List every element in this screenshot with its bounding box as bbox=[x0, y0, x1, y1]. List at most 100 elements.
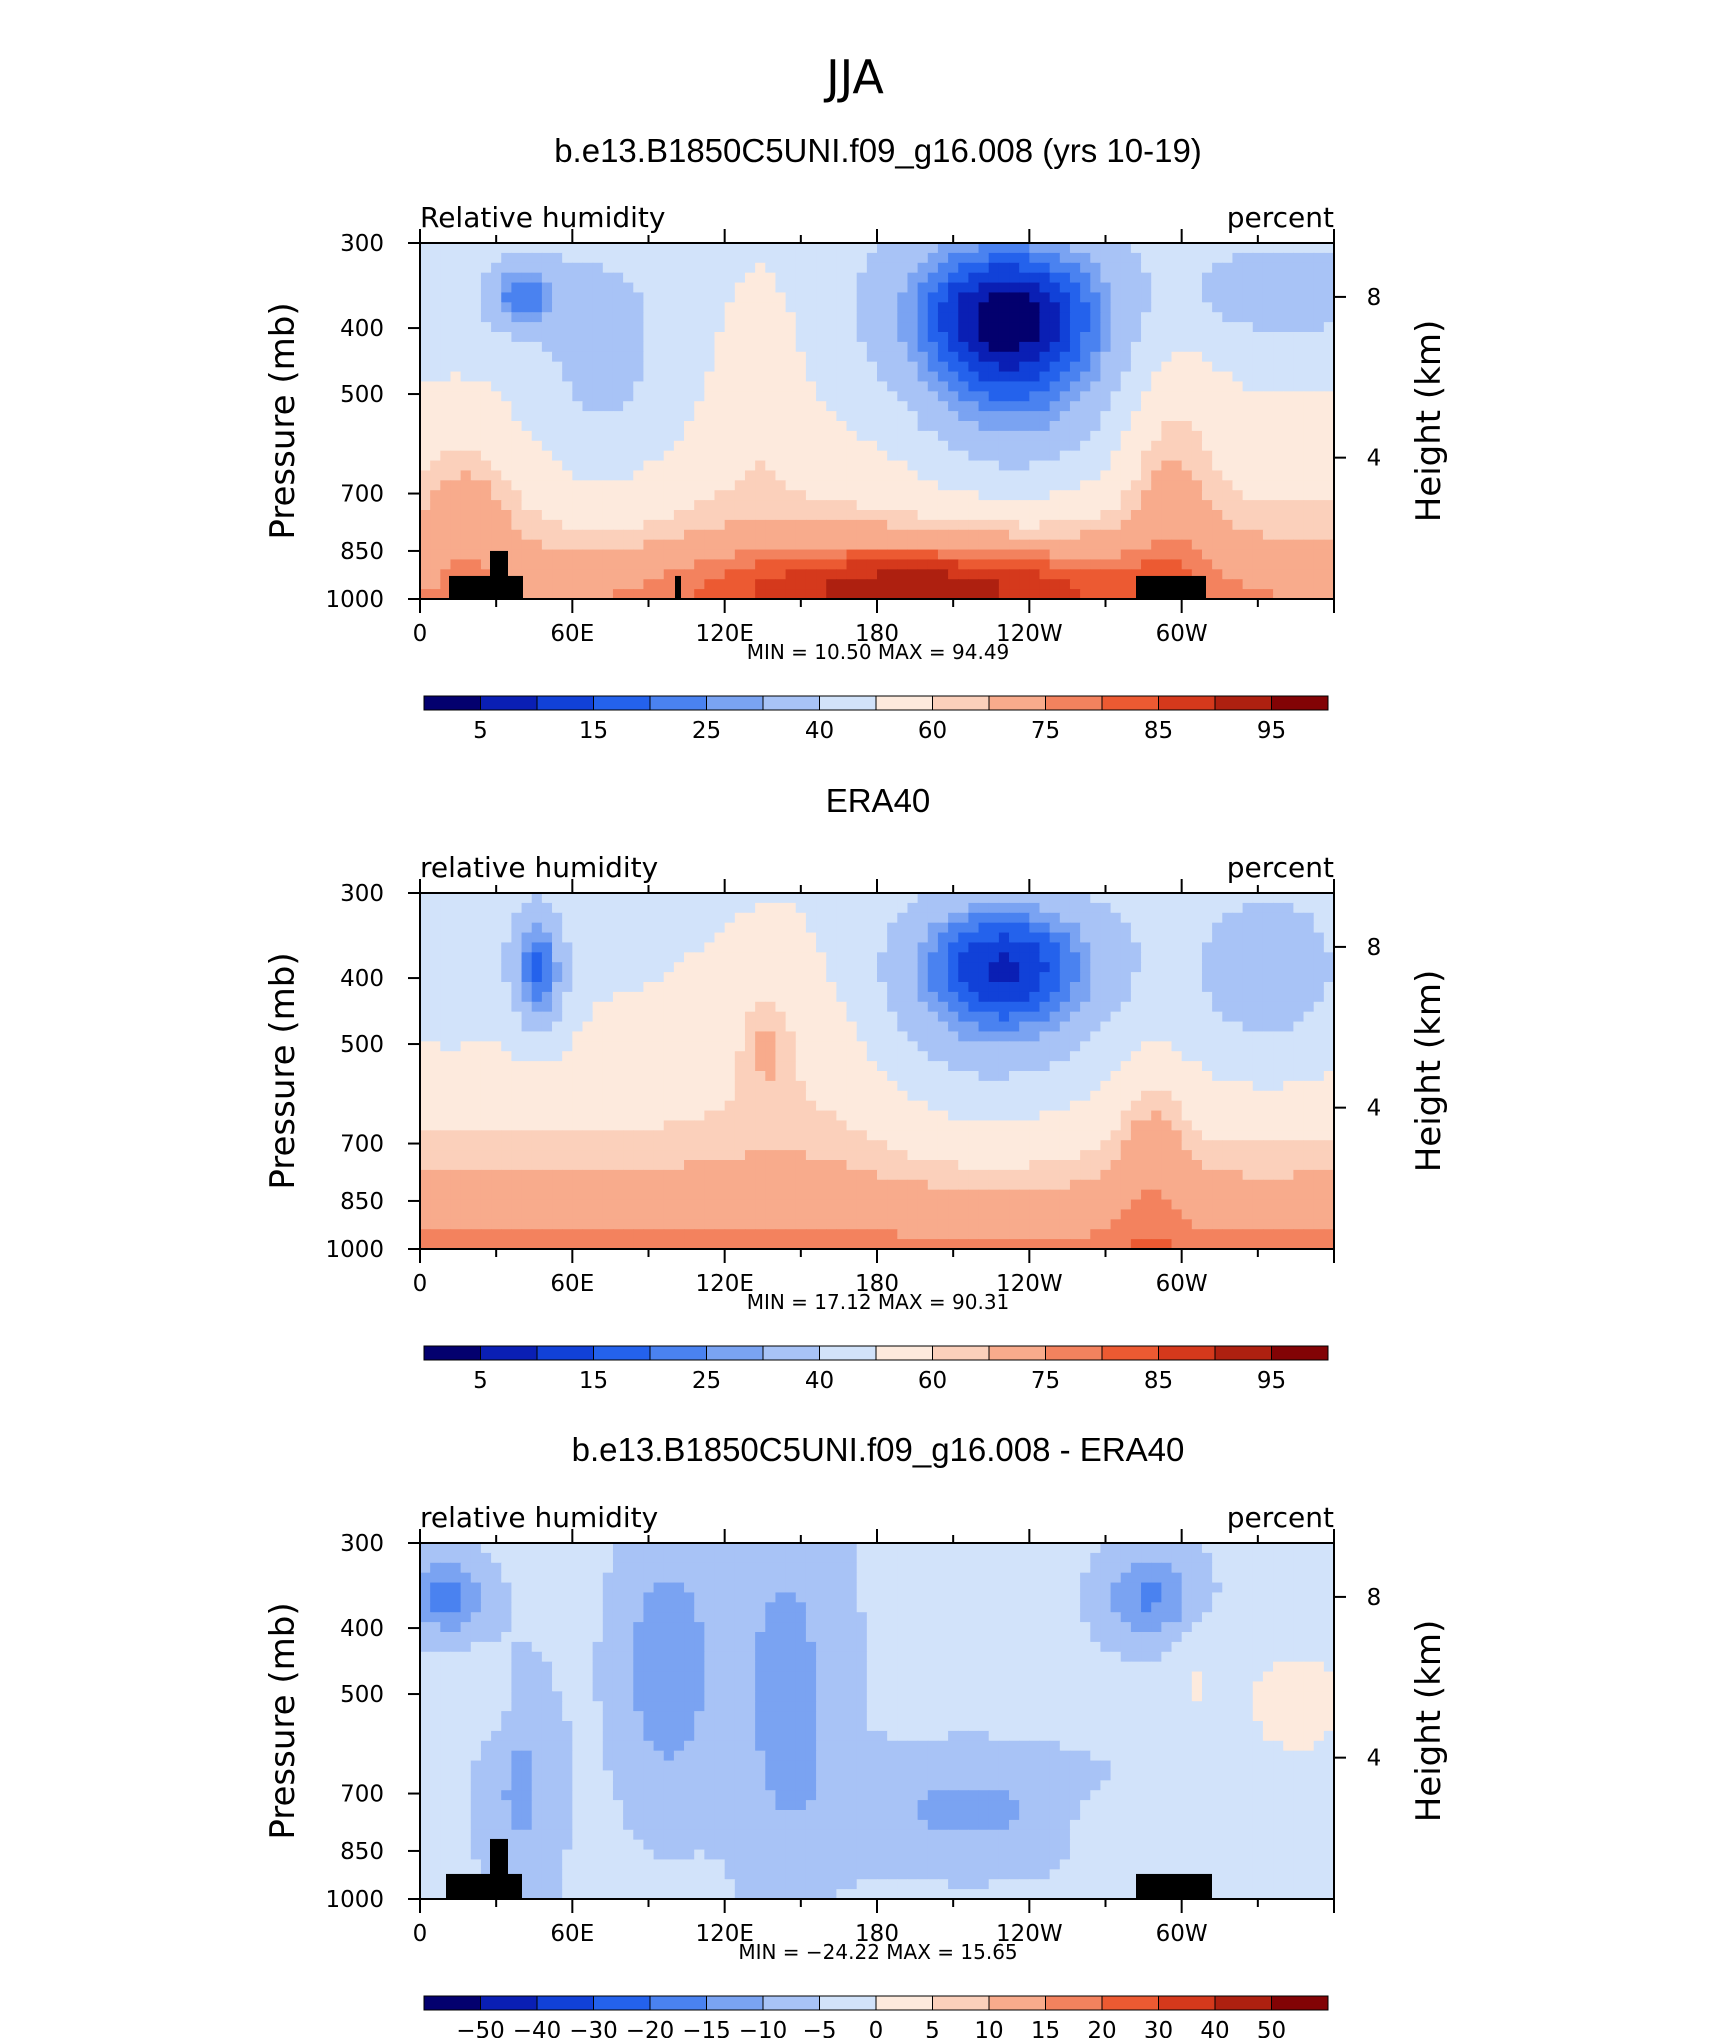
contour-cell bbox=[1029, 371, 1041, 383]
contour-cell bbox=[1323, 952, 1335, 963]
contour-cell bbox=[521, 430, 533, 442]
contour-cell bbox=[927, 539, 939, 551]
contour-cell bbox=[511, 312, 523, 323]
contour-cell bbox=[805, 371, 817, 383]
contour-cell bbox=[430, 262, 441, 274]
contour-cell bbox=[1141, 1051, 1152, 1062]
contour-cell bbox=[480, 480, 492, 491]
contour-cell bbox=[663, 381, 675, 392]
contour-cell bbox=[694, 282, 705, 294]
contour-cell bbox=[1009, 1031, 1020, 1042]
contour-cell bbox=[491, 972, 502, 983]
contour-cell bbox=[887, 490, 898, 501]
contour-cell bbox=[420, 893, 431, 904]
contour-cell bbox=[531, 322, 543, 333]
contour-cell bbox=[521, 391, 533, 402]
contour-cell bbox=[917, 470, 929, 481]
contour-cell bbox=[684, 322, 695, 333]
contour-cell bbox=[663, 902, 675, 914]
contour-cell bbox=[684, 243, 695, 254]
contour-cell bbox=[612, 460, 624, 472]
contour-cell bbox=[531, 922, 543, 934]
contour-cell bbox=[1201, 529, 1213, 541]
contour-cell bbox=[1191, 510, 1203, 521]
contour-cell bbox=[897, 302, 909, 313]
contour-cell bbox=[1141, 1041, 1152, 1052]
contour-cell bbox=[1252, 272, 1264, 284]
contour-cell bbox=[897, 391, 909, 402]
contour-cell bbox=[1049, 450, 1061, 462]
contour-cell bbox=[1232, 1041, 1244, 1052]
contour-cell bbox=[420, 332, 431, 343]
contour-cell bbox=[643, 932, 655, 944]
contour-cell bbox=[1039, 262, 1051, 274]
contour-cell bbox=[1141, 912, 1152, 924]
contour-cell bbox=[1293, 510, 1305, 521]
contour-cell bbox=[420, 589, 431, 600]
contour-cell bbox=[1201, 302, 1213, 313]
contour-cell bbox=[1141, 922, 1152, 934]
contour-cell bbox=[1019, 421, 1030, 432]
contour-cell bbox=[1141, 962, 1152, 973]
contour-cell bbox=[1242, 292, 1254, 303]
contour-cell bbox=[1181, 252, 1193, 264]
contour-cell bbox=[1222, 252, 1234, 264]
contour-cell bbox=[541, 519, 553, 531]
contour-cell bbox=[572, 982, 584, 993]
contour-cell bbox=[1039, 411, 1051, 422]
contour-cell bbox=[562, 579, 573, 590]
contour-cell bbox=[907, 912, 919, 924]
contour-cell bbox=[897, 1051, 909, 1062]
colorbar-swatch bbox=[1045, 695, 1103, 711]
contour-cell bbox=[480, 460, 492, 472]
contour-cell bbox=[714, 401, 726, 412]
contour-cell bbox=[531, 589, 543, 600]
contour-cell bbox=[511, 450, 523, 462]
contour-cell bbox=[1262, 1061, 1274, 1072]
contour-cell bbox=[1323, 942, 1335, 953]
contour-cell bbox=[968, 411, 980, 422]
contour-cell bbox=[948, 490, 959, 501]
contour-cell bbox=[602, 391, 614, 402]
contour-cell bbox=[1130, 243, 1142, 254]
contour-cell bbox=[775, 1071, 787, 1082]
contour-cell bbox=[1273, 411, 1284, 422]
contour-cell bbox=[907, 519, 919, 531]
contour-cell bbox=[1273, 440, 1284, 452]
contour-cell bbox=[1273, 272, 1284, 284]
contour-cell bbox=[663, 500, 675, 511]
contour-cell bbox=[450, 549, 462, 561]
contour-cell bbox=[582, 579, 594, 590]
contour-cell bbox=[491, 942, 502, 953]
contour-cell bbox=[846, 361, 858, 373]
contour-cell bbox=[958, 421, 969, 432]
contour-cell bbox=[1019, 902, 1030, 914]
contour-cell bbox=[897, 991, 909, 1003]
contour-cell bbox=[755, 1021, 766, 1033]
contour-cell bbox=[470, 401, 482, 412]
contour-cell bbox=[714, 490, 726, 501]
contour-cell bbox=[907, 351, 919, 363]
contour-cell bbox=[663, 922, 675, 934]
contour-cell bbox=[1222, 292, 1234, 303]
contour-cell bbox=[998, 1031, 1010, 1042]
contour-cell bbox=[846, 539, 858, 551]
contour-cell bbox=[1080, 510, 1091, 521]
contour-cell bbox=[1242, 982, 1254, 993]
contour-cell bbox=[1252, 460, 1264, 472]
contour-cell bbox=[988, 569, 1000, 580]
contour-cell bbox=[643, 440, 655, 452]
contour-cell bbox=[1120, 1031, 1132, 1042]
contour-cell bbox=[572, 912, 584, 924]
contour-cell bbox=[714, 589, 726, 600]
contour-cell bbox=[907, 243, 919, 254]
contour-cell bbox=[887, 440, 898, 452]
contour-cell bbox=[1080, 539, 1091, 551]
contour-cell bbox=[1130, 302, 1142, 313]
contour-cell bbox=[1201, 1001, 1213, 1013]
contour-cell bbox=[744, 243, 756, 254]
contour-cell bbox=[602, 1041, 614, 1052]
contour-cell bbox=[1323, 1051, 1335, 1062]
contour-cell bbox=[948, 922, 959, 934]
contour-cell bbox=[978, 460, 990, 472]
